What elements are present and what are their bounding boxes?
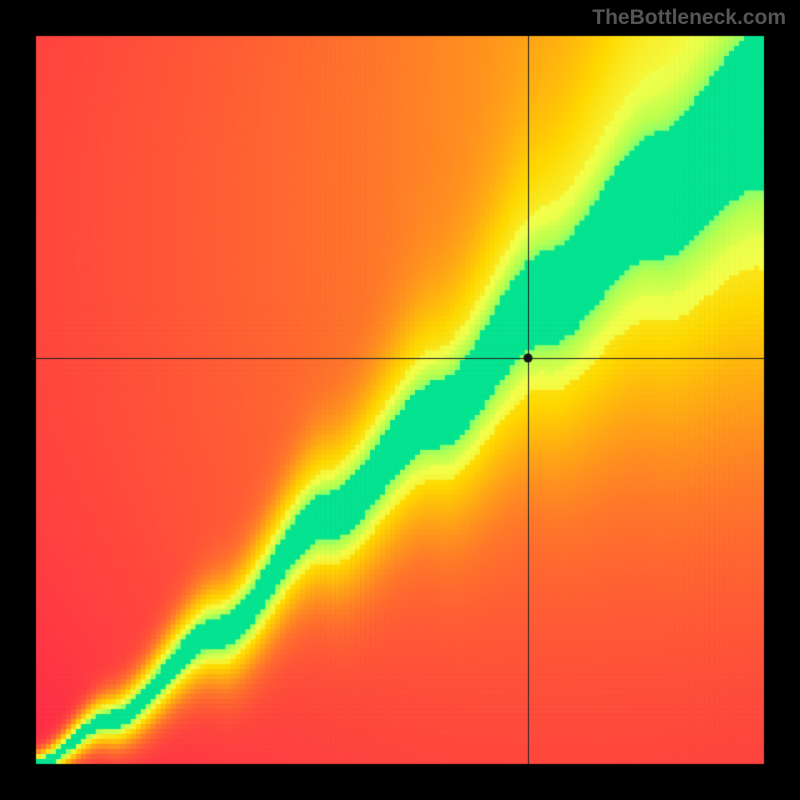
watermark-text: TheBottleneck.com [592,6,786,30]
heatmap-canvas [0,0,800,800]
chart-container: TheBottleneck.com [0,0,800,800]
